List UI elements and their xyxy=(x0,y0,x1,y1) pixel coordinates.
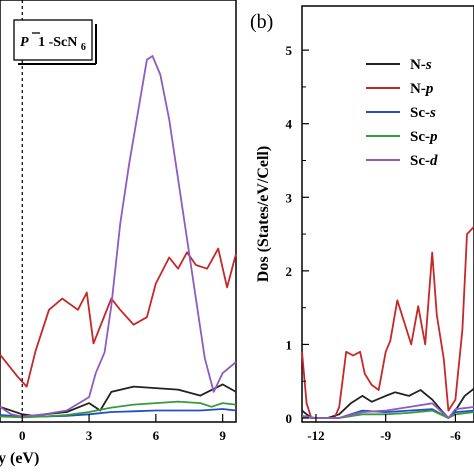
panel-b-series-sc-d xyxy=(301,402,474,419)
legend-label: Sc-d xyxy=(410,153,438,169)
legend-label: Sc-p xyxy=(410,129,438,145)
panel-a-x-tick-label: 9 xyxy=(219,428,226,443)
panel-b-y-tick-label: 1 xyxy=(286,337,293,352)
panel-a-series-sc-d xyxy=(0,55,237,418)
panel-a-series-sc-p xyxy=(0,400,237,419)
panel-a-x-tick-label: 3 xyxy=(86,428,93,443)
panel-b-y-tick-label: 0 xyxy=(286,411,293,426)
panel-b-series xyxy=(301,226,474,419)
legend: N-s N-p Sc-s Sc-p Sc-d xyxy=(366,57,438,169)
panel-b-series-n-p xyxy=(301,226,474,419)
panel-b-ylabel: Dos (States/eV/Cell) xyxy=(255,146,272,282)
panel-a-x-tick-label: 6 xyxy=(153,428,160,443)
panel-b-x-tick-label: -6 xyxy=(450,428,461,443)
panel-a-ticks: 0 3 6 9 xyxy=(19,414,226,443)
panel-b-y-tick-label: 5 xyxy=(286,43,293,58)
panel-b-x-tick-label: -12 xyxy=(307,428,324,443)
panel-b: (b) -12 -9 -6 0 1 2 3 4 5 Dos (States/eV/Cell) N… xyxy=(250,5,474,443)
panel-b-y-tick-label: 2 xyxy=(286,264,293,279)
phase-subscript: 6 xyxy=(81,42,86,53)
legend-label: N-p xyxy=(410,81,434,97)
legend-label: N-s xyxy=(410,57,432,73)
panel-b-ticks: -12 -9 -6 0 1 2 3 4 5 xyxy=(286,43,462,443)
legend-label: Sc-s xyxy=(410,105,436,121)
phase-label-text: P 1 -ScN 6 xyxy=(20,35,86,53)
panel-a-x-tick-label: 0 xyxy=(19,428,26,443)
panel-b-frame xyxy=(301,5,474,423)
panel-a: 0 3 6 9 P 1 -ScN 6 y (eV) xyxy=(0,0,237,467)
phase-bar-numeral: 1 xyxy=(38,35,45,50)
phase-prefix: P xyxy=(20,35,29,50)
panel-a-series xyxy=(0,55,237,419)
panel-a-xlabel: y (eV) xyxy=(0,450,39,467)
panel-a-frame xyxy=(0,0,237,423)
panel-a-series-n-p xyxy=(0,247,237,388)
phase-label: P 1 -ScN 6 xyxy=(13,19,97,65)
panel-b-y-tick-label: 3 xyxy=(286,190,293,205)
phase-formula: -ScN xyxy=(49,35,78,50)
panel-b-y-tick-label: 4 xyxy=(286,117,293,132)
phase-label-box xyxy=(13,19,93,61)
panel-b-x-tick-label: -9 xyxy=(380,428,391,443)
panel-b-label: (b) xyxy=(250,11,273,33)
